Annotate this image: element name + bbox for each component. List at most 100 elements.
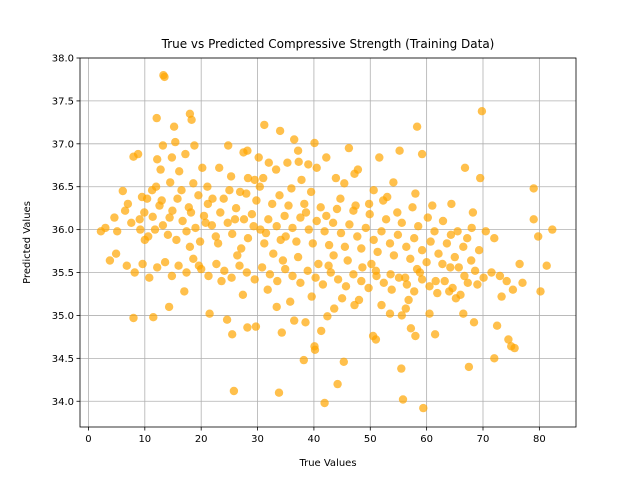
data-point	[299, 355, 308, 365]
data-point	[464, 362, 474, 372]
data-point	[148, 212, 157, 221]
data-point	[425, 282, 434, 291]
data-point	[446, 263, 455, 272]
data-point	[122, 261, 131, 270]
data-point	[453, 227, 462, 236]
data-point	[340, 242, 350, 251]
data-point	[211, 232, 220, 241]
data-point	[242, 268, 251, 277]
y-tick-label: 34.0	[52, 397, 74, 408]
data-point	[260, 120, 269, 130]
data-point	[243, 146, 252, 155]
data-point	[265, 270, 275, 279]
data-point	[151, 182, 161, 191]
data-point	[397, 364, 406, 373]
data-point	[469, 318, 479, 327]
data-point	[163, 230, 173, 239]
y-tick-label: 35.5	[52, 268, 74, 279]
data-point	[476, 173, 485, 183]
data-point	[249, 222, 258, 231]
data-point	[364, 283, 373, 293]
data-point	[401, 304, 410, 313]
data-point	[402, 280, 412, 289]
x-tick: 80	[533, 427, 546, 445]
data-point	[377, 300, 386, 310]
data-point	[212, 259, 221, 269]
data-point	[216, 208, 225, 217]
data-point	[215, 163, 224, 172]
data-point	[357, 276, 366, 286]
data-point	[178, 216, 187, 226]
data-point	[463, 278, 472, 287]
data-point	[138, 259, 147, 269]
y-tick: 37.5	[52, 96, 80, 107]
data-point	[361, 223, 370, 233]
data-point	[252, 196, 261, 205]
data-point	[411, 331, 420, 341]
data-point	[314, 259, 323, 269]
data-point	[187, 115, 196, 125]
data-point	[110, 213, 119, 222]
data-point	[250, 175, 259, 185]
y-tick: 38.0	[52, 54, 80, 65]
data-point	[255, 182, 264, 191]
data-point	[281, 232, 290, 241]
data-point	[339, 357, 348, 366]
data-point	[341, 282, 351, 291]
data-point	[393, 208, 402, 217]
data-point	[401, 273, 410, 282]
data-point	[397, 218, 406, 227]
data-point	[275, 191, 284, 200]
data-point	[548, 225, 557, 234]
data-point	[425, 309, 434, 318]
data-point	[185, 242, 195, 251]
data-point	[284, 201, 293, 210]
data-point	[434, 249, 443, 258]
data-point	[454, 263, 463, 272]
data-point	[477, 107, 487, 116]
data-point	[281, 264, 290, 274]
data-point	[337, 294, 347, 303]
data-point	[167, 271, 177, 281]
data-point	[280, 211, 289, 221]
data-point	[369, 235, 378, 245]
data-point	[149, 313, 158, 322]
data-point	[113, 227, 122, 236]
data-point	[479, 273, 488, 282]
y-tick: 35.5	[52, 268, 80, 279]
y-tick-label: 36.5	[52, 182, 74, 193]
data-point	[529, 184, 538, 193]
data-point	[264, 215, 273, 224]
data-point	[379, 278, 388, 287]
x-axis: 0 10 20 30 40 50 60 70 80	[85, 427, 546, 445]
data-point	[150, 225, 160, 234]
data-point	[145, 273, 154, 282]
data-point	[463, 234, 472, 243]
data-point	[408, 203, 417, 212]
data-point	[166, 178, 175, 187]
data-point	[111, 249, 121, 258]
data-point	[182, 227, 191, 236]
data-point	[140, 235, 149, 245]
data-point	[431, 276, 440, 286]
data-point	[101, 223, 110, 233]
x-tick-label: 0	[85, 434, 91, 445]
data-point	[294, 157, 303, 166]
data-point	[387, 285, 396, 294]
data-point	[205, 309, 214, 318]
x-tick: 70	[477, 427, 489, 445]
data-point	[235, 261, 244, 270]
data-point	[182, 268, 191, 277]
data-point	[446, 230, 456, 239]
data-point	[467, 223, 476, 233]
data-point	[336, 194, 345, 203]
data-point	[460, 271, 469, 281]
data-point	[283, 158, 292, 167]
data-point	[129, 313, 138, 323]
data-point	[412, 264, 422, 274]
data-point	[398, 395, 408, 404]
data-point	[460, 163, 470, 172]
data-point	[272, 302, 281, 312]
data-point	[397, 311, 406, 320]
